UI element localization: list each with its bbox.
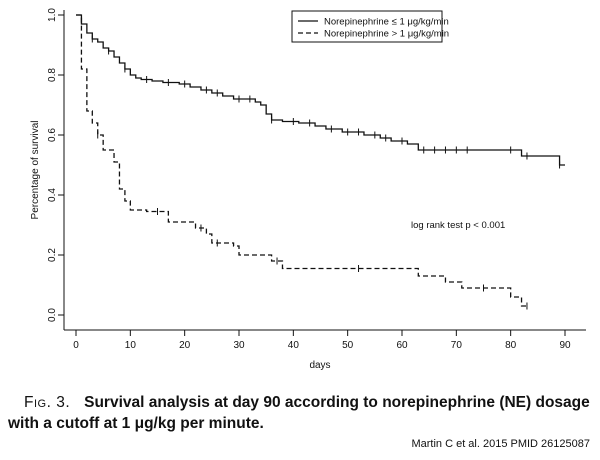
y-tick-label: 0.8 <box>47 68 58 82</box>
x-axis-title: days <box>309 360 330 371</box>
x-tick-label: 60 <box>396 340 408 351</box>
x-tick-label: 50 <box>342 340 354 351</box>
figure-caption-text: Survival analysis at day 90 according to… <box>8 394 590 432</box>
figure-caption: Fig. 3. Survival analysis at day 90 accor… <box>8 392 598 434</box>
plot-frame <box>63 10 586 331</box>
x-tick-label: 70 <box>451 340 463 351</box>
y-tick-label: 0.4 <box>47 188 58 202</box>
x-tick-label: 90 <box>559 340 571 351</box>
x-axis: 0 10 20 30 40 50 60 70 80 90 <box>73 330 571 351</box>
x-tick-label: 0 <box>73 340 79 351</box>
survival-curve-solid <box>76 14 565 166</box>
logrank-annotation: log rank test p < 0.001 <box>411 220 505 231</box>
x-tick-label: 40 <box>288 340 300 351</box>
y-tick-label: 0.2 <box>47 248 58 262</box>
x-tick-label: 20 <box>179 340 191 351</box>
legend-label-low-dose: Norepinephrine ≤ 1 μg/kg/min <box>324 17 449 28</box>
series-low-dose <box>76 14 565 169</box>
y-axis-title: Percentage of survival <box>30 121 41 220</box>
y-tick-label: 1.0 <box>47 8 58 22</box>
legend-box <box>291 10 443 43</box>
y-tick-label: 0.6 <box>47 128 58 142</box>
survival-chart: 0 10 20 30 40 50 60 70 80 90 0.0 0.2 0.4 0.6 0.8 1.0 d… <box>30 8 586 371</box>
y-axis: 0.0 0.2 0.4 0.6 0.8 1.0 <box>47 8 64 322</box>
x-tick-label: 80 <box>505 340 517 351</box>
source-credit: Martin C et al. 2015 PMID 26125087 <box>411 438 590 450</box>
x-tick-label: 10 <box>125 340 137 351</box>
x-tick-label: 30 <box>233 340 245 351</box>
figure-label: Fig. 3. <box>24 394 71 411</box>
legend-label-high-dose: Norepinephrine > 1 μg/kg/min <box>324 29 449 40</box>
survival-curve-dashed <box>76 14 527 307</box>
legend: Norepinephrine ≤ 1 μg/kg/min Norepinephr… <box>291 10 449 43</box>
series-layer <box>76 14 565 310</box>
series-high-dose <box>76 14 528 310</box>
y-tick-label: 0.0 <box>47 308 58 322</box>
